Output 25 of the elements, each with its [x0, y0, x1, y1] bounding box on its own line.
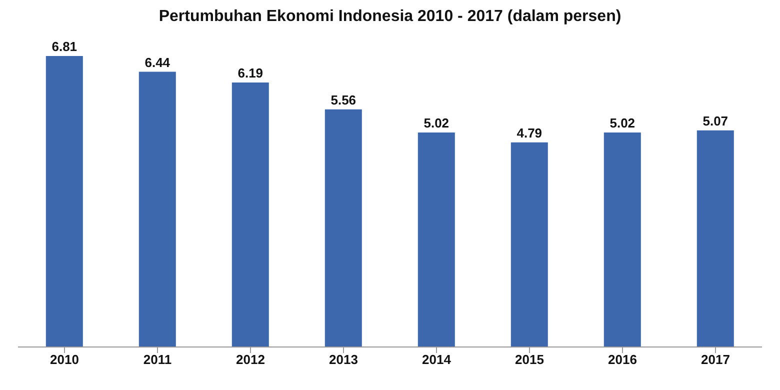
bar	[696, 130, 734, 347]
bar	[510, 142, 548, 347]
x-tick-label: 2014	[422, 352, 452, 368]
x-tick-label: 2016	[608, 352, 637, 368]
x-tick-label: 2011	[143, 352, 172, 368]
x-tick-label: 2013	[329, 352, 358, 368]
x-tick-label: 2017	[701, 352, 730, 368]
bar	[138, 72, 176, 347]
bar	[232, 82, 269, 347]
data-label: 6.44	[144, 54, 171, 70]
bar	[604, 132, 641, 347]
data-label: 5.56	[330, 92, 356, 108]
bar	[418, 132, 455, 347]
x-tick-label: 2010	[50, 352, 79, 368]
data-label: 5.07	[702, 113, 728, 128]
x-tick-label: 2012	[236, 352, 265, 368]
data-label: 5.02	[610, 115, 636, 130]
x-tick-label: 2015	[515, 352, 544, 368]
bar	[46, 56, 83, 347]
bar	[324, 109, 362, 347]
data-label: 4.79	[516, 125, 542, 140]
data-label: 5.02	[424, 115, 450, 130]
data-label: 6.81	[52, 39, 78, 54]
data-label: 6.19	[238, 65, 264, 80]
chart-title: Pertumbuhan Ekonomi Indonesia 2010 - 2017 (dalam persen)	[158, 8, 622, 27]
